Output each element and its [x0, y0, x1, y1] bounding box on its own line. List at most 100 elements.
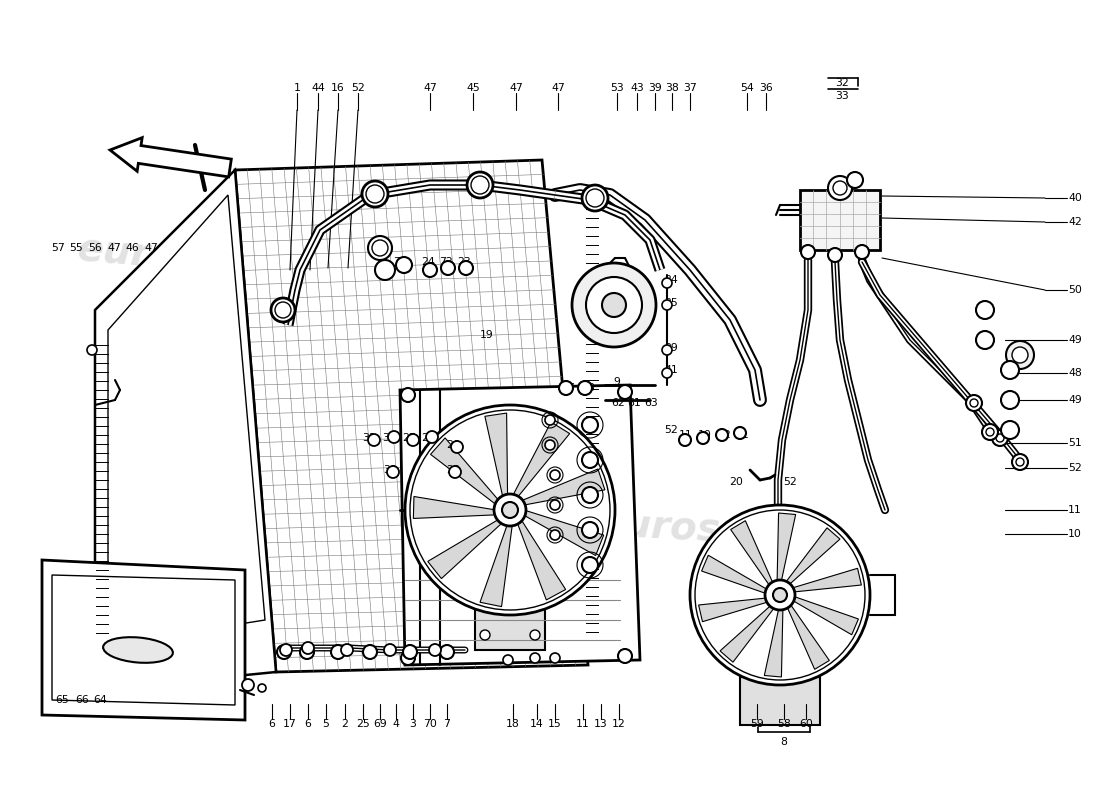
Circle shape	[388, 431, 400, 443]
Circle shape	[405, 405, 615, 615]
Circle shape	[578, 381, 592, 395]
Circle shape	[1012, 454, 1028, 470]
Circle shape	[559, 381, 573, 395]
Text: 7: 7	[443, 719, 450, 729]
Circle shape	[451, 441, 463, 453]
Polygon shape	[42, 560, 245, 720]
Text: 62: 62	[612, 398, 625, 408]
Circle shape	[550, 653, 560, 663]
Text: 68: 68	[581, 383, 595, 393]
Circle shape	[402, 651, 415, 665]
Text: 31: 31	[362, 433, 376, 443]
Circle shape	[582, 487, 598, 503]
Text: 24: 24	[421, 257, 434, 267]
Polygon shape	[95, 170, 276, 690]
Circle shape	[764, 580, 795, 610]
Circle shape	[1001, 361, 1019, 379]
Text: 51: 51	[1068, 438, 1082, 448]
Circle shape	[679, 434, 691, 446]
Text: 27: 27	[403, 433, 416, 443]
Text: 64: 64	[94, 695, 107, 705]
Text: 4: 4	[393, 719, 399, 729]
Circle shape	[402, 388, 415, 402]
Ellipse shape	[103, 637, 173, 663]
Circle shape	[468, 172, 493, 198]
Text: 16: 16	[331, 83, 345, 93]
Circle shape	[828, 176, 852, 200]
Circle shape	[582, 452, 598, 468]
Text: 10: 10	[698, 430, 712, 440]
Text: 59: 59	[750, 719, 763, 729]
Circle shape	[368, 434, 379, 446]
Circle shape	[996, 434, 1004, 442]
Text: 18: 18	[506, 719, 520, 729]
Polygon shape	[785, 528, 840, 585]
Polygon shape	[430, 438, 499, 506]
Circle shape	[440, 645, 454, 659]
Circle shape	[550, 470, 560, 480]
Circle shape	[242, 679, 254, 691]
Text: 61: 61	[627, 398, 641, 408]
Circle shape	[1001, 421, 1019, 439]
Circle shape	[471, 176, 490, 194]
Text: eurospares: eurospares	[306, 505, 553, 555]
Text: 52: 52	[664, 425, 678, 435]
Text: 23: 23	[458, 257, 471, 267]
Circle shape	[1016, 458, 1024, 466]
Text: 52: 52	[783, 477, 796, 487]
Text: 72: 72	[439, 257, 453, 267]
Text: 25: 25	[356, 719, 370, 729]
Text: 36: 36	[759, 83, 773, 93]
Text: 35: 35	[664, 298, 678, 308]
Polygon shape	[702, 555, 768, 594]
Text: 57: 57	[51, 243, 65, 253]
Text: 65: 65	[55, 695, 69, 705]
Circle shape	[1012, 347, 1028, 363]
Circle shape	[618, 649, 632, 663]
Text: 38: 38	[666, 83, 679, 93]
Text: 29: 29	[421, 433, 434, 443]
Polygon shape	[428, 519, 503, 578]
Text: 17: 17	[283, 719, 297, 729]
Circle shape	[372, 240, 388, 256]
Text: 60: 60	[799, 719, 813, 729]
Circle shape	[302, 642, 313, 654]
Text: 47: 47	[107, 243, 121, 253]
Text: 45: 45	[466, 83, 480, 93]
Bar	[740, 677, 820, 725]
Text: 11: 11	[576, 719, 590, 729]
Polygon shape	[764, 608, 783, 677]
Circle shape	[331, 645, 345, 659]
Text: 49: 49	[1068, 395, 1082, 405]
Text: 63: 63	[645, 398, 658, 408]
Polygon shape	[400, 385, 640, 665]
Circle shape	[716, 429, 728, 441]
Polygon shape	[524, 510, 604, 555]
Circle shape	[449, 466, 461, 478]
Circle shape	[396, 257, 412, 273]
Text: 13: 13	[594, 719, 608, 729]
Polygon shape	[108, 195, 265, 645]
Circle shape	[275, 302, 292, 318]
Text: 70: 70	[424, 719, 437, 729]
Circle shape	[384, 644, 396, 656]
Circle shape	[734, 427, 746, 439]
Circle shape	[530, 653, 540, 663]
Text: 22: 22	[717, 430, 730, 440]
Polygon shape	[235, 160, 589, 672]
Text: 3: 3	[409, 719, 417, 729]
Polygon shape	[513, 422, 570, 498]
Polygon shape	[520, 469, 605, 506]
Text: 69: 69	[373, 719, 387, 729]
Circle shape	[363, 645, 377, 659]
Circle shape	[586, 189, 604, 207]
Circle shape	[407, 434, 419, 446]
Circle shape	[976, 331, 994, 349]
Circle shape	[530, 630, 540, 640]
Text: 56: 56	[88, 243, 102, 253]
Circle shape	[697, 432, 710, 444]
Text: 34: 34	[664, 275, 678, 285]
Circle shape	[480, 630, 490, 640]
Circle shape	[494, 494, 526, 526]
Circle shape	[602, 293, 626, 317]
